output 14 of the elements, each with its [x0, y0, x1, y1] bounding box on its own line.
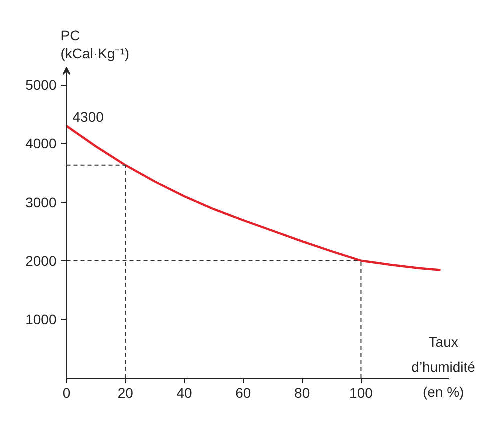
- y-tick-label: 4000: [26, 136, 57, 152]
- y-tick-label: 2000: [26, 252, 57, 269]
- x-tick-label: 0: [62, 385, 71, 402]
- y-tick-label: 5000: [26, 77, 57, 94]
- x-tick-label: 100: [350, 385, 374, 402]
- x-axis-title: Taux d’humidité (en %): [412, 334, 476, 400]
- x-tick-label: 40: [176, 385, 193, 402]
- y-tick-label: 3000: [26, 194, 57, 210]
- annotation: 4300: [72, 109, 104, 126]
- x-tick-label: 60: [236, 385, 252, 402]
- y-axis-title: PC (kCal·Kg⁻¹): [60, 28, 130, 62]
- x-tick-label: 80: [294, 385, 310, 402]
- x-tick-label: 20: [118, 385, 134, 402]
- y-tick-label: 1000: [26, 311, 57, 328]
